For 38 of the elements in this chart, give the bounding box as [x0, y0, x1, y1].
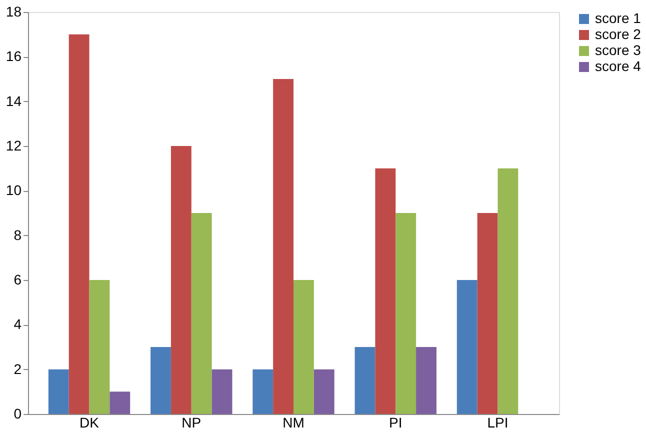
bar	[314, 369, 334, 414]
bar	[294, 280, 314, 414]
y-tick-label: 6	[14, 272, 22, 288]
legend-label: score 4	[595, 58, 642, 74]
y-tick-label: 18	[6, 4, 22, 20]
bar	[456, 280, 478, 414]
y-tick-label: 8	[14, 226, 22, 243]
x-tick-label: PI	[389, 414, 402, 430]
y-tick-label: 14	[6, 92, 22, 109]
legend-label: score 2	[595, 26, 642, 42]
bar	[375, 168, 396, 414]
x-tick-label: LPI	[487, 414, 508, 430]
bar	[170, 146, 192, 414]
bar	[416, 347, 436, 414]
bar	[498, 168, 518, 414]
y-tick-label: 0	[14, 406, 22, 422]
bar	[110, 392, 130, 414]
x-tick-label: DK	[80, 414, 100, 430]
bar	[396, 213, 416, 414]
bar	[477, 213, 498, 414]
y-tick-label: 2	[14, 360, 22, 377]
bar	[150, 347, 171, 414]
bar	[273, 79, 294, 414]
bar	[68, 34, 90, 414]
y-tick-label: 12	[6, 138, 22, 154]
bar	[354, 347, 376, 414]
legend-label: score 3	[595, 42, 642, 58]
y-tick-label: 16	[6, 48, 22, 64]
bar	[191, 213, 212, 414]
bar	[252, 369, 274, 414]
y-tick-label: 10	[6, 182, 22, 198]
bar	[212, 369, 232, 414]
bar	[89, 280, 110, 414]
bar	[48, 369, 69, 414]
legend-label: score 1	[595, 10, 642, 26]
x-tick-label: NM	[282, 414, 304, 430]
y-tick-label: 4	[14, 316, 22, 332]
x-tick-label: NP	[182, 414, 202, 430]
